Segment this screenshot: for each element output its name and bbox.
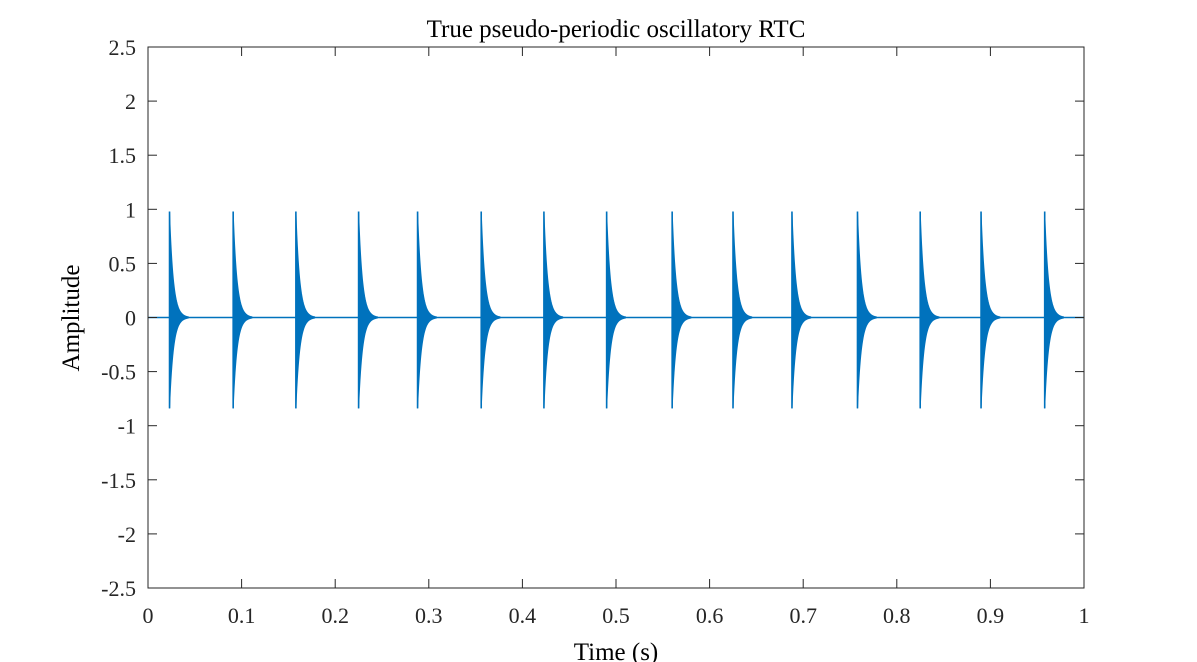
burst (919, 211, 940, 409)
burst-envelope (732, 211, 753, 409)
x-tick-label: 0.1 (228, 603, 256, 628)
burst-envelope (232, 211, 253, 409)
burst-envelope (169, 211, 189, 409)
chart-title: True pseudo-periodic oscillatory RTC (427, 16, 806, 43)
x-tick-label: 0.4 (509, 603, 537, 628)
x-tick-label: 0.6 (696, 603, 724, 628)
burst-envelope (480, 211, 501, 409)
burst (295, 211, 316, 409)
burst-envelope (417, 211, 437, 409)
x-tick-label: 0.8 (883, 603, 911, 628)
burst-envelope (919, 211, 940, 409)
x-tick-labels: 0 0.1 0.2 0.3 0.4 0.5 0.6 0.7 0.8 0.9 1 (143, 603, 1090, 628)
y-tick-label: -1.5 (101, 468, 136, 493)
burst-envelope (606, 211, 626, 409)
x-tick-label: 0 (143, 603, 154, 628)
series-layer (148, 211, 1084, 409)
x-tick-label: 1 (1079, 603, 1090, 628)
burst (605, 211, 626, 409)
y-tick-label: -0.5 (101, 360, 136, 385)
burst (732, 211, 753, 409)
y-tick-label: 2.5 (109, 35, 137, 60)
y-axis-label: Amplitude (58, 265, 85, 372)
burst (543, 211, 564, 409)
x-tick-label: 0.2 (321, 603, 349, 628)
burst (357, 211, 378, 409)
y-tick-label: 0 (125, 306, 136, 331)
burst (168, 211, 189, 409)
burst-envelope (980, 211, 1001, 409)
x-tick-label: 0.5 (602, 603, 630, 628)
x-axis-label: Time (s) (574, 639, 659, 662)
burst (480, 211, 501, 409)
burst-envelope (671, 211, 692, 409)
y-tick-label: 0.5 (109, 251, 137, 276)
y-tick-label: 1 (125, 197, 136, 222)
burst (232, 211, 253, 409)
y-tick-label: 2 (125, 89, 136, 114)
burst-envelope (543, 211, 564, 409)
y-tick-label: -1 (118, 414, 136, 439)
plot-area (147, 46, 1085, 589)
y-tick-label: 1.5 (109, 143, 137, 168)
burst (791, 211, 812, 409)
y-tick-label: -2 (118, 522, 136, 547)
burst-envelope (791, 211, 812, 409)
burst (416, 211, 437, 409)
burst-envelope (856, 211, 877, 409)
burst (856, 211, 877, 409)
burst (980, 211, 1001, 409)
tick-marks (147, 46, 1085, 589)
x-tick-label: 0.3 (415, 603, 443, 628)
burst (1043, 211, 1064, 409)
y-tick-labels: 2.5 2 1.5 1 0.5 0 -0.5 -1 -1.5 -2 -2.5 (101, 35, 136, 601)
burst-envelope (295, 211, 316, 409)
burst (671, 211, 692, 409)
y-tick-label: -2.5 (101, 576, 136, 601)
burst-envelope (1044, 211, 1064, 409)
x-tick-label: 0.9 (977, 603, 1005, 628)
burst-envelope (358, 211, 378, 409)
x-tick-label: 0.7 (789, 603, 817, 628)
